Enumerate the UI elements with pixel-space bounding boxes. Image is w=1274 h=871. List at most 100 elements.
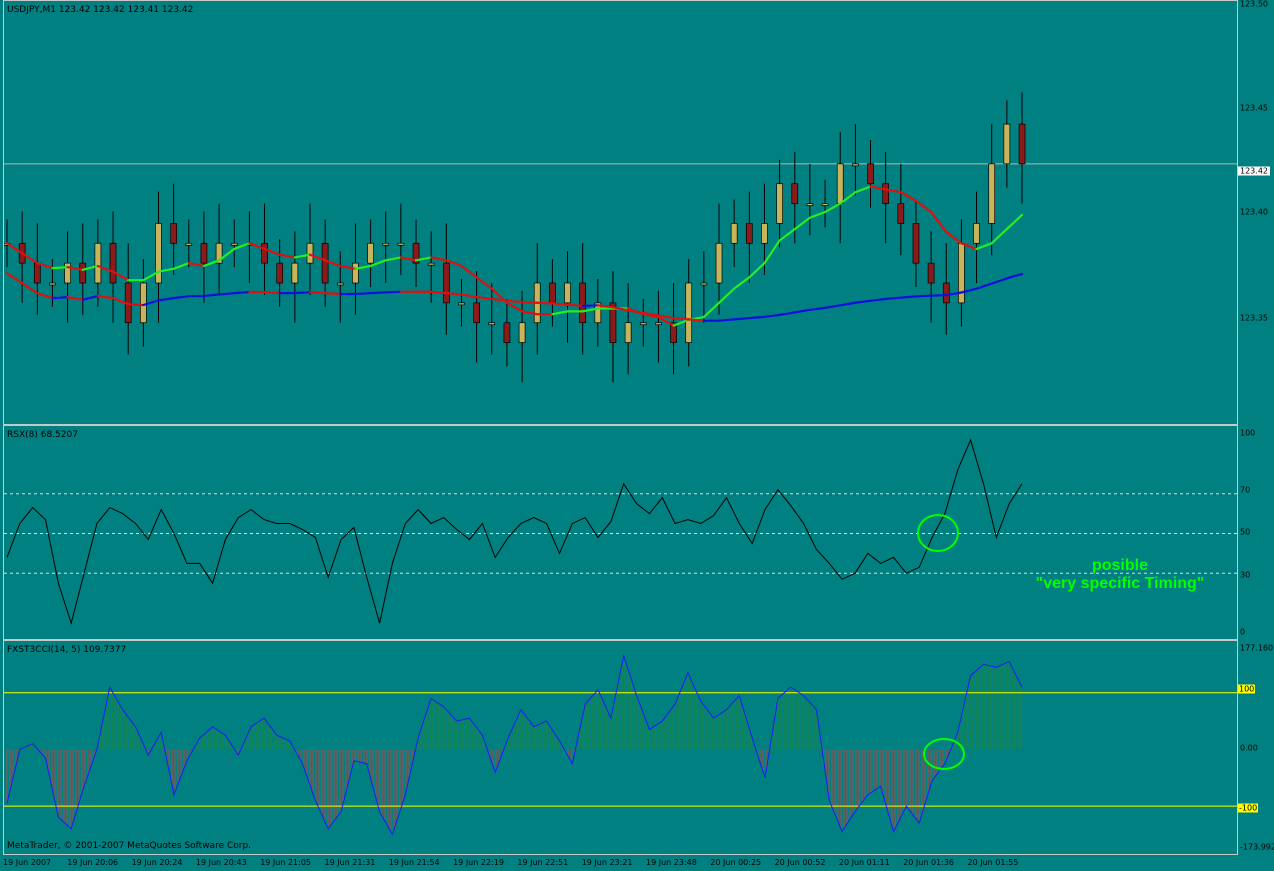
slow-ma-segment bbox=[884, 296, 902, 301]
fast-ma-segment bbox=[339, 264, 357, 270]
fast-ma-segment bbox=[399, 256, 418, 262]
slow-ma-segment bbox=[51, 296, 69, 300]
candle-body bbox=[761, 223, 768, 244]
slow-ma-segment bbox=[127, 303, 145, 307]
candle-body bbox=[321, 242, 329, 284]
slow-ma-segment bbox=[308, 291, 327, 295]
annotation-line-1: posible bbox=[1091, 557, 1148, 574]
slow-ma-segment bbox=[490, 297, 509, 302]
slow-ma-segment bbox=[430, 290, 448, 295]
slow-ma-segment bbox=[627, 309, 645, 315]
slow-ma-segment bbox=[566, 303, 584, 308]
fast-ma-segment bbox=[505, 301, 524, 313]
candle-body bbox=[852, 163, 859, 167]
fast-ma-segment bbox=[142, 270, 160, 282]
candle-body bbox=[639, 322, 647, 326]
fast-ma-segment bbox=[111, 270, 130, 282]
cci-indicator-pane[interactable]: FXST3CCI(14, 5) 109.7377 MetaTrader, © 2… bbox=[3, 640, 1238, 855]
candle-body bbox=[897, 203, 905, 224]
candle-body bbox=[215, 242, 223, 264]
fast-ma-segment bbox=[233, 242, 251, 251]
candle-body bbox=[988, 163, 996, 224]
fast-ma-segment bbox=[1005, 213, 1024, 231]
slow-ma-segment bbox=[899, 295, 918, 299]
rsx-tick: 70 bbox=[1240, 485, 1251, 495]
candle-body bbox=[412, 242, 420, 264]
cci-axis: 177.160 100 0.00 -100 -173.992 bbox=[1238, 640, 1274, 855]
price-tick: 123.45 bbox=[1240, 103, 1268, 113]
slow-ma-segment bbox=[687, 318, 705, 322]
candle-body bbox=[655, 322, 662, 326]
time-tick: 19 Jun 23:48 bbox=[646, 858, 697, 867]
fast-ma-segment bbox=[248, 242, 266, 251]
slow-ma-segment bbox=[642, 311, 660, 317]
slow-ma-segment bbox=[354, 292, 372, 296]
rsx-indicator-pane[interactable]: RSX(8) 68.5207 bbox=[3, 425, 1238, 640]
slow-ma-segment bbox=[672, 317, 690, 321]
slow-ma-segment bbox=[505, 299, 524, 304]
cci-indicator-label: FXST3CCI(14, 5) 109.7377 bbox=[7, 645, 127, 655]
highlight-circle bbox=[917, 514, 959, 552]
fast-ma-segment bbox=[657, 315, 675, 327]
candle-body bbox=[715, 242, 723, 284]
candle-body bbox=[1003, 123, 1011, 165]
fast-ma-segment bbox=[278, 253, 296, 259]
candle-body bbox=[973, 223, 980, 244]
fast-ma-segment bbox=[823, 202, 842, 214]
fast-ma-segment bbox=[308, 253, 327, 262]
fast-ma-segment bbox=[763, 239, 781, 265]
cci-level-marker: -100 bbox=[1238, 803, 1259, 813]
slow-ma-segment bbox=[763, 313, 781, 318]
rsx-tick: 100 bbox=[1240, 428, 1256, 438]
fast-ma-segment bbox=[945, 230, 963, 245]
fast-ma-segment bbox=[551, 310, 569, 316]
fast-ma-segment bbox=[66, 266, 84, 271]
fast-ma-segment bbox=[202, 259, 221, 268]
slow-ma-segment bbox=[111, 297, 130, 306]
candle-body bbox=[836, 163, 844, 204]
candle-body bbox=[94, 242, 102, 284]
time-tick: 19 Jun 2007 bbox=[3, 858, 52, 867]
candle-body bbox=[518, 322, 526, 343]
fast-ma-segment bbox=[839, 191, 857, 205]
slow-ma-segment bbox=[293, 291, 312, 295]
cci-indicator-svg bbox=[4, 653, 1237, 836]
highlight-circle bbox=[923, 738, 965, 770]
slow-ma-segment bbox=[581, 304, 599, 308]
rsx-tick: 0 bbox=[1240, 627, 1246, 637]
candle-body bbox=[170, 223, 177, 244]
fast-ma-segment bbox=[884, 188, 902, 194]
cci-tick: -173.992 bbox=[1240, 842, 1274, 852]
slow-ma-segment bbox=[551, 302, 569, 306]
price-chart-pane[interactable]: USDJPY,M1 123.42 123.42 123.41 123.42 bbox=[3, 0, 1238, 425]
candle-body bbox=[594, 302, 602, 324]
time-tick: 20 Jun 00:52 bbox=[774, 858, 826, 867]
symbol-info-label: USDJPY,M1 123.42 123.42 123.41 123.42 bbox=[7, 5, 194, 15]
candle-body bbox=[867, 163, 874, 185]
rsx-indicator-label: RSX(8) 68.5207 bbox=[7, 430, 78, 440]
candle-body bbox=[200, 242, 208, 264]
slow-ma-segment bbox=[202, 293, 221, 298]
fast-ma-segment bbox=[36, 262, 54, 270]
slow-ma-segment bbox=[930, 293, 948, 297]
fast-ma-segment bbox=[21, 252, 39, 265]
candle-body bbox=[33, 262, 41, 284]
time-tick: 20 Jun 01:55 bbox=[967, 858, 1019, 867]
fast-ma-segment bbox=[642, 313, 660, 319]
fast-ma-segment bbox=[5, 242, 24, 255]
candle-body bbox=[624, 322, 632, 343]
fast-ma-segment bbox=[975, 242, 993, 251]
slow-ma-segment bbox=[611, 306, 630, 312]
fast-ma-segment bbox=[778, 228, 796, 242]
fast-ma-segment bbox=[96, 264, 115, 273]
fast-ma-segment bbox=[672, 318, 690, 327]
fast-ma-segment bbox=[172, 262, 190, 270]
time-tick: 19 Jun 20:43 bbox=[195, 858, 247, 867]
candle-body bbox=[49, 282, 56, 286]
slow-ma-segment bbox=[324, 292, 342, 296]
slow-ma-segment bbox=[263, 290, 281, 295]
price-tick: 123.40 bbox=[1240, 207, 1268, 217]
slow-ma-segment bbox=[748, 315, 766, 320]
candle-body bbox=[700, 282, 708, 286]
